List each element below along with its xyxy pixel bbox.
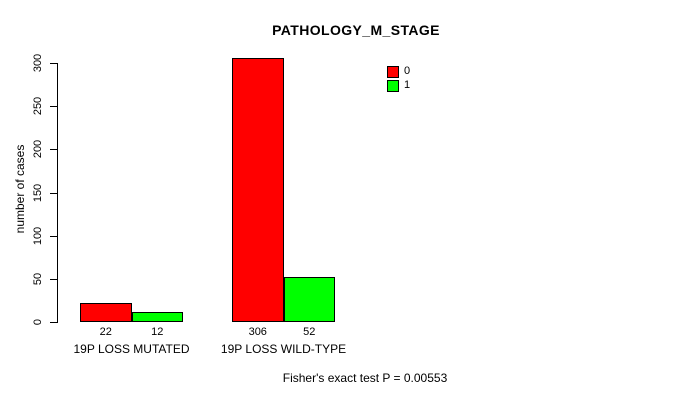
category-label: 19P LOSS WILD-TYPE [220,342,347,356]
bar-series-0-group-2 [232,57,284,322]
y-tick-label: 0 [32,318,44,326]
bar-series-0-group-1 [80,303,132,322]
y-axis-line [57,63,58,323]
y-axis-label: number of cases [13,144,27,234]
bar-value-label: 12 [151,326,164,338]
legend-label: 0 [404,65,411,77]
bar-series-1-group-2 [283,277,335,322]
bar-value-label: 22 [99,326,112,338]
bar-series-1-group-1 [131,311,183,322]
y-axis-tick [50,193,57,194]
bar-value-label: 52 [303,326,316,338]
legend-swatch-red [387,65,399,78]
stat-test-footer: Fisher's exact test P = 0.00553 [282,371,448,385]
y-axis-tick [50,279,57,280]
category-label: 19P LOSS MUTATED [73,342,190,356]
y-tick-label: 250 [32,96,44,116]
chart-title: PATHOLOGY_M_STAGE [272,22,440,38]
legend-item: 0 [387,65,410,78]
y-axis-tick [50,106,57,107]
y-tick-label: 50 [32,272,44,286]
legend: 0 1 [387,65,410,93]
bar-value-label: 306 [248,326,267,338]
y-axis-tick [50,322,57,323]
y-tick-label: 300 [32,53,44,73]
y-tick-label: 200 [32,139,44,159]
y-axis-tick [50,149,57,150]
legend-item: 1 [387,79,410,92]
legend-swatch-green [387,79,399,92]
y-tick-label: 150 [32,183,44,203]
y-axis-tick [50,236,57,237]
legend-label: 1 [404,79,411,91]
y-tick-label: 100 [32,226,44,246]
y-axis-tick [50,63,57,64]
